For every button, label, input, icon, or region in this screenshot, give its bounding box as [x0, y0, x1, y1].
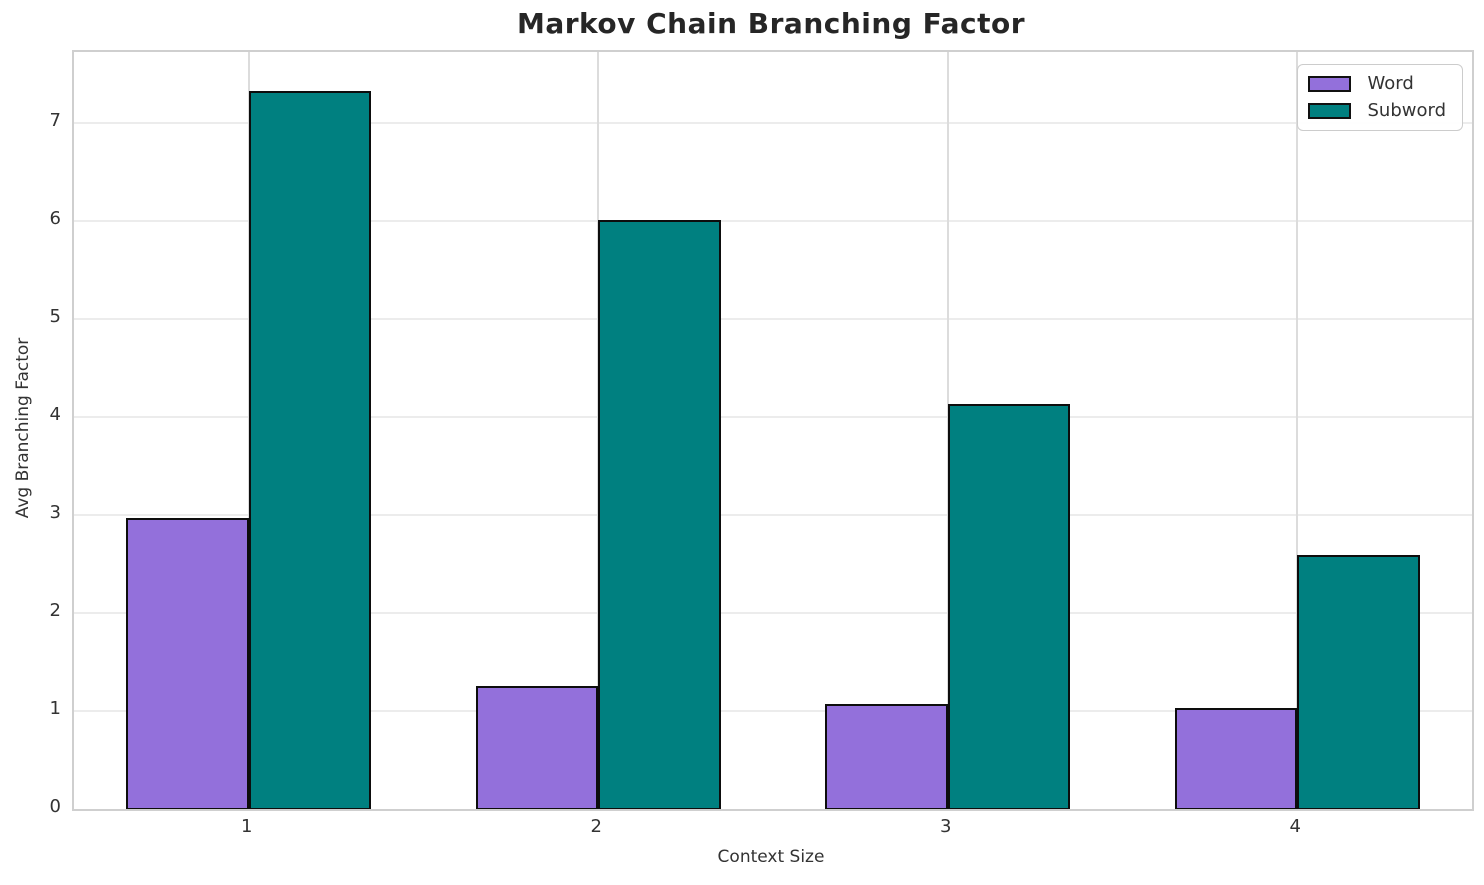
y-tick-label-4: 4	[49, 403, 61, 425]
v-gridline	[1296, 52, 1299, 809]
legend-item-word: Word	[1308, 74, 1446, 94]
chart-title: Markov Chain Branching Factor	[516, 7, 1026, 40]
h-gridline	[74, 709, 1472, 712]
h-gridline	[74, 121, 1472, 124]
y-tick-label-6: 6	[49, 207, 61, 229]
h-gridline	[74, 219, 1472, 222]
h-gridline	[74, 415, 1472, 418]
x-tick-label-1: 1	[241, 816, 253, 837]
h-gridline	[74, 611, 1472, 614]
legend-label-word: Word	[1367, 73, 1414, 94]
bar-subword-1	[248, 91, 372, 809]
y-tick-label-5: 5	[49, 305, 61, 327]
h-gridline	[74, 513, 1472, 516]
bar-subword-2	[598, 219, 721, 809]
y-axis-label: Avg Branching Factor	[13, 337, 33, 519]
legend-swatch-word	[1308, 76, 1352, 92]
bar-subword-3	[947, 404, 1071, 809]
x-tick-label-2: 2	[590, 816, 602, 837]
bar-word-2	[475, 686, 599, 809]
y-tick-label-1: 1	[49, 697, 61, 719]
y-tick-label-3: 3	[49, 501, 61, 523]
y-tick-label-2: 2	[49, 599, 61, 621]
x-tick-label-4: 4	[1289, 816, 1301, 837]
y-tick-label-0: 0	[49, 796, 61, 817]
h-gridline	[74, 317, 1472, 320]
legend-swatch-subword	[1308, 103, 1352, 119]
y-tick-label-7: 7	[49, 109, 61, 131]
bar-word-1	[126, 517, 249, 809]
bar-subword-4	[1297, 555, 1420, 809]
x-axis-label: Context Size	[717, 847, 825, 867]
legend: Word Subword	[1297, 64, 1463, 131]
bar-word-3	[825, 704, 948, 809]
legend-item-subword: Subword	[1308, 101, 1446, 121]
x-tick-label-3: 3	[940, 816, 952, 837]
legend-label-subword: Subword	[1367, 100, 1446, 121]
plot-area: Word Subword	[72, 50, 1474, 811]
bar-word-4	[1174, 708, 1298, 809]
